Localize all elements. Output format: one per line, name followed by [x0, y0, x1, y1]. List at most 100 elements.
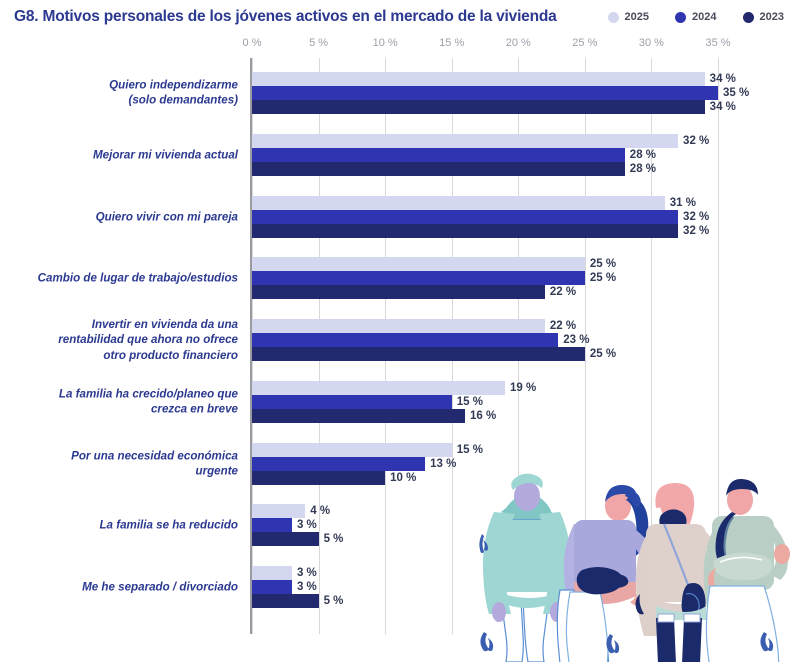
legend-label: 2024	[692, 11, 717, 23]
bar-value-label: 32 %	[683, 224, 710, 237]
bar-value-label: 34 %	[709, 101, 736, 113]
bar-2025[interactable]	[252, 380, 505, 395]
bar-row-2023[interactable]: 25 %	[252, 347, 718, 362]
legend-swatch-icon	[675, 11, 687, 23]
bar-2023[interactable]	[252, 408, 466, 423]
x-axis-tick-label: 15 %	[439, 37, 465, 49]
bar-value-label: 4 %	[310, 505, 331, 518]
bar-row-2024[interactable]: 15 %	[252, 394, 718, 409]
bar-row-2025[interactable]: 4 %	[252, 504, 718, 519]
bar-value-label: 3 %	[296, 567, 317, 580]
bar-2023[interactable]	[252, 532, 319, 547]
bar-row-2023[interactable]: 10 %	[252, 470, 718, 485]
bar-row-2023[interactable]: 28 %	[252, 161, 718, 176]
bar-2024[interactable]	[252, 394, 452, 409]
category-label: La familia ha crecido/planeo que crezca …	[58, 387, 238, 416]
bar-2024[interactable]	[252, 271, 585, 286]
bar-group: La familia ha crecido/planeo que crezca …	[59, 380, 718, 423]
bar-2025[interactable]	[252, 133, 679, 148]
bar-row-2023[interactable]: 34 %	[252, 100, 736, 114]
bar-value-label: 3 %	[296, 581, 317, 594]
bar-2023[interactable]	[252, 470, 386, 485]
bar-2025[interactable]	[252, 566, 292, 581]
bar-value-label: 31 %	[669, 196, 696, 209]
bar-row-2023[interactable]: 5 %	[252, 594, 718, 609]
bar-2024[interactable]	[252, 518, 292, 533]
x-axis-tick-label: 5 %	[309, 37, 329, 49]
bar-row-2023[interactable]: 22 %	[252, 285, 718, 300]
y-axis-line	[250, 58, 253, 634]
bar-2024[interactable]	[252, 333, 559, 348]
bar-row-2024[interactable]: 3 %	[252, 518, 718, 533]
bar-group: Por una necesidad económica urgente 15 % 1…	[71, 442, 718, 485]
bar-row-2025[interactable]: 15 %	[252, 442, 718, 457]
bar-row-2024[interactable]: 25 %	[252, 271, 718, 286]
bar-row-2024[interactable]: 23 %	[252, 333, 718, 348]
bar-value-label: 16 %	[470, 409, 497, 422]
category-label: Quiero vivir con mi pareja	[95, 209, 238, 223]
bar-value-label: 15 %	[456, 443, 483, 456]
bar-2024[interactable]	[252, 147, 625, 162]
gridline-30	[651, 58, 653, 634]
page-title: G8. Motivos personales de los jóvenes ac…	[14, 8, 557, 25]
bar-row-2024[interactable]: 3 %	[252, 580, 718, 595]
bar-2025[interactable]	[252, 72, 705, 86]
bar-2024[interactable]	[252, 86, 718, 100]
category-label: Quiero independizarme (solo demandantes)	[109, 78, 238, 107]
bar-group: La familia se ha reducido 4 % 3 % 5 %	[99, 504, 718, 547]
bar-2023[interactable]	[252, 100, 705, 114]
bar-value-label: 28 %	[629, 148, 657, 161]
bar-row-2023[interactable]: 32 %	[252, 223, 718, 238]
chart-header: G8. Motivos personales de los jóvenes ac…	[0, 0, 798, 40]
chart-plot-area: 0 % 5 % 10 % 15 % 20 % 25 % 30 % 35 % Quiero ind…	[38, 37, 749, 634]
bar-2025[interactable]	[252, 257, 585, 272]
bar-value-label: 3 %	[296, 519, 317, 532]
bar-group: Quiero vivir con mi pareja 31 % 32 % 32 %	[96, 195, 718, 238]
bar-2023[interactable]	[252, 161, 625, 176]
category-label: Invertir en vivienda da una rentabilidad…	[58, 318, 238, 362]
bar-2024[interactable]	[252, 209, 679, 224]
bar-value-label: 19 %	[509, 381, 537, 394]
bar-row-2024[interactable]: 13 %	[252, 456, 718, 471]
bar-row-2024[interactable]: 28 %	[252, 147, 718, 162]
category-label: Cambio de lugar de trabajo/estudios	[37, 271, 238, 285]
bar-row-2025[interactable]: 25 %	[252, 257, 718, 272]
bar-group: Quiero independizarme (solo demandantes)…	[109, 72, 749, 114]
gridline-25	[584, 58, 586, 634]
bar-row-2024[interactable]: 32 %	[252, 209, 718, 224]
x-axis-tick-label: 30 %	[638, 37, 664, 49]
bar-2023[interactable]	[252, 285, 545, 300]
bar-row-2025[interactable]: 34 %	[252, 72, 736, 86]
bar-value-label: 15 %	[456, 395, 483, 408]
bar-value-label: 25 %	[589, 258, 617, 271]
bar-row-2023[interactable]: 16 %	[252, 408, 718, 423]
legend-swatch-icon	[742, 11, 754, 23]
bar-row-2025[interactable]: 22 %	[252, 319, 718, 334]
bar-group: Invertir en vivienda da una rentabilidad…	[58, 318, 718, 362]
bar-row-2024[interactable]: 35 %	[252, 86, 749, 100]
bar-2024[interactable]	[252, 456, 426, 471]
category-label: La familia se ha reducido	[99, 518, 238, 532]
bar-2023[interactable]	[252, 594, 319, 609]
bar-2025[interactable]	[252, 442, 452, 457]
legend-item-2025[interactable]: 2025	[607, 11, 649, 23]
bar-row-2023[interactable]: 5 %	[252, 532, 718, 547]
bar-2024[interactable]	[252, 580, 292, 595]
bar-2025[interactable]	[252, 195, 665, 210]
bar-2023[interactable]	[252, 347, 585, 362]
legend-item-2024[interactable]: 2024	[675, 11, 717, 23]
legend-item-2023[interactable]: 2023	[742, 11, 784, 23]
bar-row-2025[interactable]: 31 %	[252, 195, 718, 210]
bar-2025[interactable]	[252, 319, 545, 334]
legend-label: 2023	[759, 11, 784, 23]
bar-2025[interactable]	[252, 504, 306, 519]
bar-row-2025[interactable]: 19 %	[252, 380, 718, 395]
bar-group: Cambio de lugar de trabajo/estudios 25 % 2…	[38, 257, 718, 300]
bar-row-2025[interactable]: 3 %	[252, 566, 718, 581]
bar-value-label: 32 %	[683, 134, 710, 147]
bar-value-label: 28 %	[629, 162, 657, 175]
bar-row-2025[interactable]: 32 %	[252, 133, 718, 148]
legend-swatch-icon	[607, 11, 619, 23]
bar-2023[interactable]	[252, 223, 679, 238]
bar-value-label: 22 %	[549, 320, 577, 333]
